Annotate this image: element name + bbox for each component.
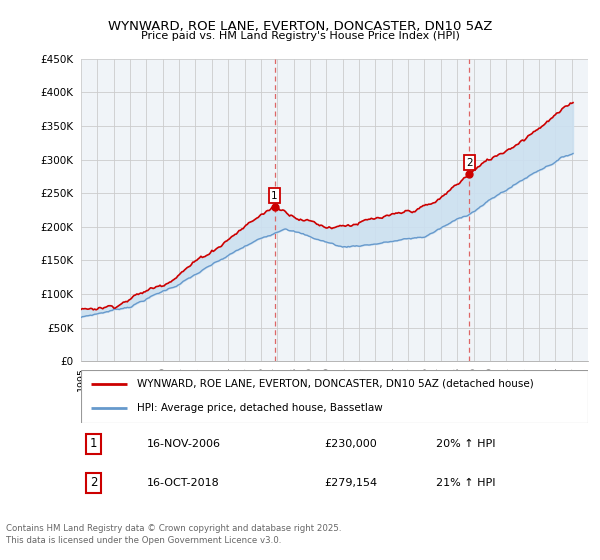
- Text: 2: 2: [90, 477, 97, 489]
- Text: 2: 2: [466, 158, 473, 168]
- Text: Price paid vs. HM Land Registry's House Price Index (HPI): Price paid vs. HM Land Registry's House …: [140, 31, 460, 41]
- Text: WYNWARD, ROE LANE, EVERTON, DONCASTER, DN10 5AZ (detached house): WYNWARD, ROE LANE, EVERTON, DONCASTER, D…: [137, 379, 533, 389]
- Text: 20% ↑ HPI: 20% ↑ HPI: [436, 439, 496, 449]
- Text: £279,154: £279,154: [325, 478, 377, 488]
- Text: HPI: Average price, detached house, Bassetlaw: HPI: Average price, detached house, Bass…: [137, 403, 383, 413]
- Text: 1: 1: [271, 191, 278, 201]
- Text: WYNWARD, ROE LANE, EVERTON, DONCASTER, DN10 5AZ: WYNWARD, ROE LANE, EVERTON, DONCASTER, D…: [108, 20, 492, 32]
- Text: £230,000: £230,000: [325, 439, 377, 449]
- Text: Contains HM Land Registry data © Crown copyright and database right 2025.
This d: Contains HM Land Registry data © Crown c…: [6, 524, 341, 545]
- Text: 16-OCT-2018: 16-OCT-2018: [147, 478, 220, 488]
- Text: 16-NOV-2006: 16-NOV-2006: [147, 439, 221, 449]
- Text: 1: 1: [90, 437, 97, 450]
- Text: 21% ↑ HPI: 21% ↑ HPI: [436, 478, 496, 488]
